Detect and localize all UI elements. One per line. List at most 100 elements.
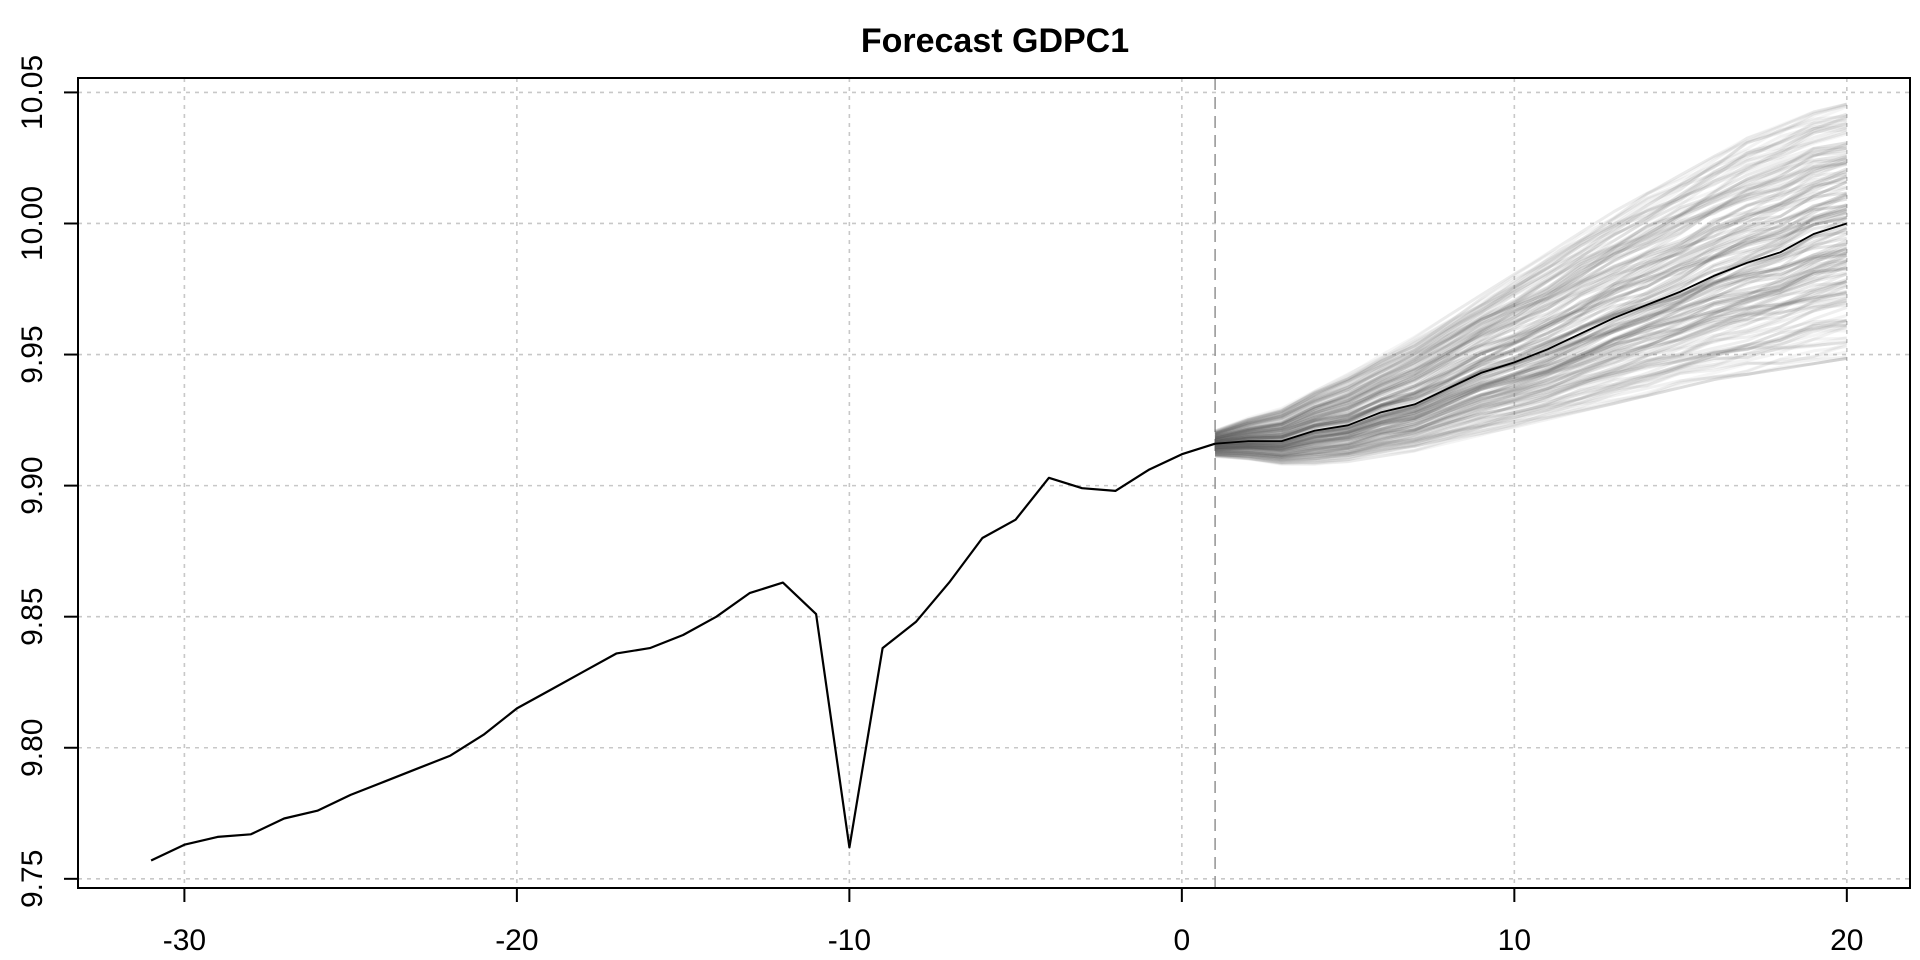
history-line xyxy=(150,442,1216,862)
forecast-paths xyxy=(1214,102,1848,466)
forecast-path xyxy=(1214,122,1848,437)
y-tick-label: 10.05 xyxy=(16,55,49,130)
forecast-path xyxy=(1214,211,1848,444)
forecast-path xyxy=(1215,324,1848,463)
forecast-path xyxy=(1214,146,1847,440)
forecast-path xyxy=(1214,172,1848,437)
forecast-path xyxy=(1215,284,1848,459)
forecast-path xyxy=(1214,161,1848,438)
forecast-path xyxy=(1214,148,1848,438)
forecast-path xyxy=(1214,204,1847,442)
x-tick-label: -30 xyxy=(163,924,206,957)
forecast-path xyxy=(1215,339,1848,459)
forecast-path xyxy=(1214,174,1848,442)
forecast-path xyxy=(1214,174,1848,442)
forecast-path xyxy=(1214,128,1848,436)
forecast-path xyxy=(1214,203,1847,443)
forecast-path xyxy=(1214,153,1848,436)
forecast-path xyxy=(1214,126,1848,438)
forecast-path xyxy=(1214,246,1848,445)
y-tick-label: 10.00 xyxy=(16,186,49,261)
grid-lines xyxy=(78,78,1910,888)
forecast-path xyxy=(1214,191,1847,445)
forecast-path xyxy=(1214,343,1848,466)
x-tick-label: -10 xyxy=(828,924,871,957)
forecast-path xyxy=(1215,279,1848,456)
forecast-path xyxy=(1214,158,1847,436)
forecast-path xyxy=(1215,285,1848,460)
y-tick-label: 9.80 xyxy=(16,719,49,777)
forecast-path xyxy=(1214,162,1848,440)
forecast-path xyxy=(1215,258,1848,452)
forecast-path xyxy=(1214,121,1848,434)
forecast-path xyxy=(1214,118,1847,435)
forecast-path xyxy=(1214,251,1848,445)
forecast-path xyxy=(1214,151,1847,439)
forecast-path xyxy=(1214,154,1848,436)
forecast-path xyxy=(1214,141,1848,435)
forecast-path xyxy=(1214,215,1848,445)
y-tick-label: 9.95 xyxy=(16,325,49,383)
y-tick-label: 9.85 xyxy=(16,587,49,645)
forecast-path xyxy=(1214,143,1848,440)
forecast-path xyxy=(1214,356,1848,463)
forecast-mean-line xyxy=(1215,222,1848,445)
forecast-path xyxy=(1215,272,1848,450)
forecast-path xyxy=(1214,345,1847,465)
forecast-path xyxy=(1215,264,1848,452)
forecast-path xyxy=(1214,169,1848,441)
forecast-path xyxy=(1215,325,1848,461)
forecast-path xyxy=(1214,176,1848,443)
forecast-path xyxy=(1215,239,1848,447)
forecast-path xyxy=(1214,267,1848,447)
forecast-path xyxy=(1214,104,1848,436)
forecast-path xyxy=(1215,283,1848,454)
forecast-path xyxy=(1214,154,1847,435)
forecast-path xyxy=(1215,298,1848,453)
forecast-path xyxy=(1214,160,1848,439)
forecast-path xyxy=(1214,114,1848,433)
forecast-path xyxy=(1215,292,1847,453)
forecast-path xyxy=(1215,261,1848,451)
forecast-path xyxy=(1215,300,1847,457)
forecast-path xyxy=(1215,296,1848,458)
forecast-path xyxy=(1215,319,1847,462)
forecast-path xyxy=(1214,180,1848,444)
chart-title: Forecast GDPC1 xyxy=(861,22,1129,60)
forecast-path xyxy=(1214,146,1848,438)
forecast-path xyxy=(1215,278,1848,450)
forecast-path xyxy=(1215,336,1848,464)
forecast-path xyxy=(1214,185,1848,440)
series-lines xyxy=(150,222,1848,862)
forecast-path xyxy=(1214,320,1847,465)
forecast-path xyxy=(1214,230,1847,444)
forecast-path xyxy=(1214,170,1847,438)
forecast-path xyxy=(1214,114,1847,435)
forecast-path xyxy=(1215,260,1848,451)
forecast-path xyxy=(1215,356,1848,462)
forecast-path xyxy=(1215,242,1848,446)
y-tick-label: 9.75 xyxy=(16,850,49,908)
forecast-path xyxy=(1215,248,1848,448)
forecast-path xyxy=(1214,186,1848,442)
forecast-path xyxy=(1215,250,1848,449)
forecast-path xyxy=(1215,318,1848,457)
forecast-path xyxy=(1214,122,1847,435)
forecast-path xyxy=(1215,245,1848,450)
forecast-path xyxy=(1214,115,1848,436)
forecast-path xyxy=(1214,356,1848,465)
forecast-path xyxy=(1214,128,1847,435)
forecast-path xyxy=(1214,179,1847,440)
forecast-path xyxy=(1215,296,1848,454)
forecast-path xyxy=(1215,301,1848,459)
forecast-path xyxy=(1214,116,1848,437)
forecast-path xyxy=(1215,248,1848,450)
forecast-path xyxy=(1214,193,1848,444)
forecast-path xyxy=(1215,266,1847,457)
forecast-path xyxy=(1214,102,1848,433)
forecast-path xyxy=(1214,161,1847,439)
forecast-path xyxy=(1215,300,1848,459)
forecast-path xyxy=(1215,281,1847,451)
forecast-path xyxy=(1214,329,1847,465)
